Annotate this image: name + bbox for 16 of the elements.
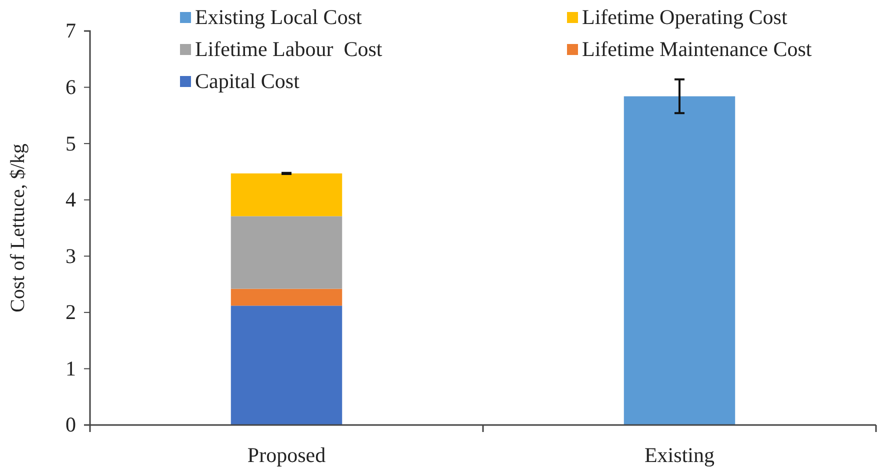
y-axis-title: Cost of Lettuce, $/kg	[7, 144, 29, 312]
y-tick-label: 5	[66, 131, 76, 156]
y-tick-label: 3	[66, 244, 76, 268]
legend-label: Lifetime Maintenance Cost	[582, 37, 812, 61]
y-tick-label: 6	[66, 75, 76, 100]
x-tick-label: Existing	[644, 443, 715, 467]
y-tick-label: 1	[66, 356, 76, 380]
legend-label: Lifetime Operating Cost	[582, 5, 788, 29]
y-tick-label: 0	[66, 412, 76, 437]
y-tick-label: 2	[66, 300, 76, 324]
legend-label: Capital Cost	[195, 69, 300, 93]
legend-label: Lifetime Labour Cost	[195, 37, 382, 61]
y-tick-label: 4	[66, 188, 76, 212]
x-tick-label: Proposed	[247, 443, 326, 467]
y-tick-label: 7	[66, 18, 76, 43]
legend-label: Existing Local Cost	[195, 5, 362, 29]
